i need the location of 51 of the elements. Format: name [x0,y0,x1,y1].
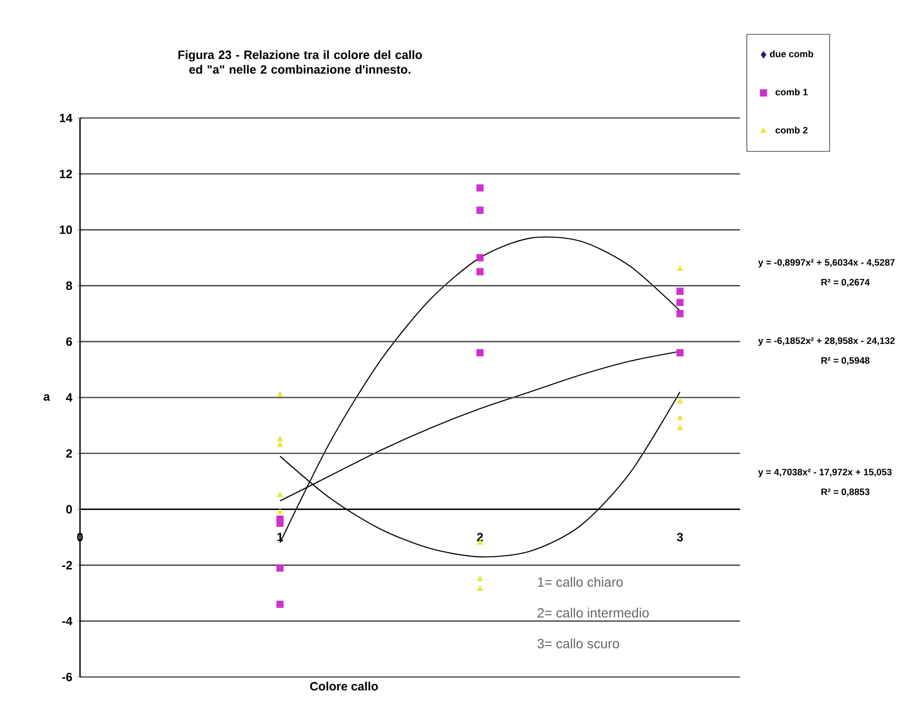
point [476,268,484,276]
point [676,424,684,430]
point [276,441,284,447]
text: y = -0,8997x² + 5,6034x - 4,5287 [758,259,895,268]
text: R² = 0,8853 [821,488,870,496]
y-axis-title: a [44,394,50,401]
y-tick-label: 8 [66,281,72,290]
point [476,585,484,591]
y-tick-label: 10 [60,226,72,234]
annotation: 3= callo scuro [538,638,620,648]
text: R² = 0,2674 [821,278,870,287]
point [676,414,684,420]
annotation: 2= callo intermedio [538,608,649,618]
x-axis-title: Colore callo [310,682,378,691]
point [476,349,484,356]
y-tick-label: -2 [62,560,72,570]
x-tick-label: 1 [277,532,284,542]
x-tick-label: 3 [676,532,683,542]
y-tick-label: 6 [66,337,72,346]
point [276,600,284,608]
y-tick-label: 0 [66,505,72,514]
legend-label: comb 1 [776,88,808,96]
y-tick-label: 4 [66,393,72,402]
text: y = 4,7038x² - 17,972x + 15,053 [758,468,892,478]
y-tick-label: -4 [62,616,72,626]
point [676,265,684,271]
point [276,391,284,397]
point [676,298,684,306]
point [276,508,284,514]
point [476,184,484,192]
point [476,576,484,582]
point [476,206,484,214]
annotation: 1= callo chiaro [538,577,623,587]
chart-title: Figura 23 - Relazione tra il colore del callo ed "a" nelle 2 combinazione d'innesto. [178,50,422,74]
point [676,398,684,404]
y-tick-label: 2 [66,449,72,458]
text: R² = 0,5948 [821,357,870,366]
text: y = -6,1852x² + 28,958x - 24,132 [758,337,895,346]
point [276,436,284,442]
y-tick-label: 12 [60,170,72,178]
point [276,492,284,498]
point [276,564,284,572]
point [476,254,484,262]
legend-label: comb 2 [776,126,808,134]
point [676,349,684,356]
point [676,310,684,318]
point [676,288,684,295]
y-tick-label: 14 [60,114,72,122]
y-tick-label: -6 [62,672,72,682]
point [276,520,284,527]
legend-label: due comb [770,50,814,58]
